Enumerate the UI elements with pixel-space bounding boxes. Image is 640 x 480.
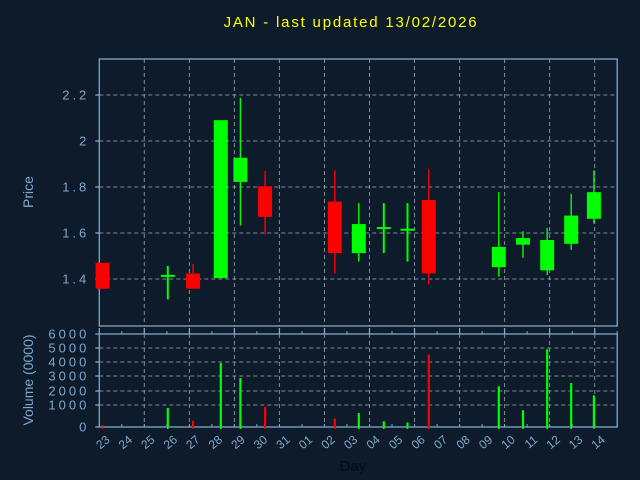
svg-text:Day: Day (340, 458, 367, 475)
svg-text:4000: 4000 (48, 355, 89, 370)
svg-text:2000: 2000 (48, 384, 89, 399)
svg-text:1.8: 1.8 (62, 180, 89, 195)
svg-text:1.6: 1.6 (62, 226, 89, 241)
svg-text:2: 2 (79, 134, 89, 149)
svg-text:Volume (0000): Volume (0000) (20, 334, 36, 425)
svg-text:2.2: 2.2 (62, 88, 89, 103)
svg-text:0: 0 (79, 420, 89, 435)
svg-text:1000: 1000 (48, 398, 89, 413)
svg-text:3000: 3000 (48, 369, 89, 384)
svg-text:1.4: 1.4 (62, 272, 89, 287)
svg-text:Price: Price (20, 176, 36, 208)
svg-text:5000: 5000 (48, 341, 89, 356)
svg-text:JAN - last updated 13/02/2026: JAN - last updated 13/02/2026 (224, 14, 479, 31)
svg-text:6000: 6000 (48, 327, 89, 342)
